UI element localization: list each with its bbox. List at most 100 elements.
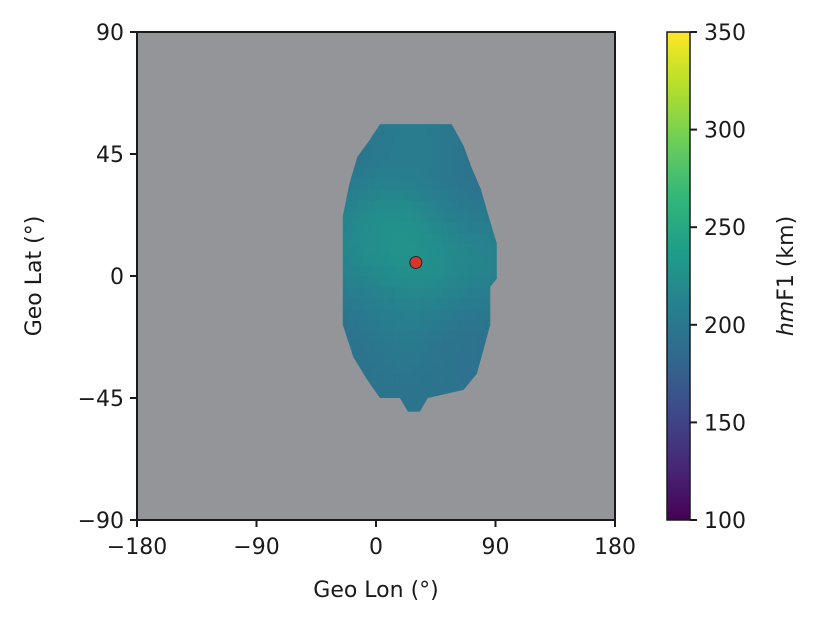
field-cell <box>458 319 465 331</box>
field-cell <box>447 286 454 299</box>
field-cell <box>405 308 412 320</box>
field-cell <box>405 330 412 342</box>
field-cell <box>447 362 454 375</box>
field-cell <box>468 167 475 179</box>
field-cell <box>468 232 475 244</box>
field-cell <box>389 265 396 277</box>
field-cell <box>437 308 443 320</box>
y-axis-title: Geo Lat (°) <box>22 216 47 337</box>
field-cell <box>346 276 353 288</box>
field-cell <box>384 178 390 190</box>
field-cell <box>421 341 427 353</box>
field-cell <box>442 145 449 158</box>
field-cell <box>421 200 427 212</box>
field-cell <box>479 276 486 288</box>
field-cell <box>405 297 412 310</box>
field-cell <box>431 265 438 277</box>
field-cell <box>474 330 481 342</box>
field-cell <box>394 286 401 299</box>
field-cell <box>399 135 406 147</box>
field-cell <box>437 243 443 255</box>
field-cell <box>437 351 443 364</box>
field-cell <box>405 210 412 223</box>
field-cell <box>447 200 454 212</box>
field-cell <box>342 319 348 331</box>
field-cell <box>421 395 427 407</box>
field-cell <box>373 254 380 266</box>
field-cell <box>447 384 454 396</box>
field-cell <box>437 124 443 136</box>
field-cell <box>458 167 465 179</box>
field-cell <box>490 232 497 244</box>
field-cell <box>399 200 406 212</box>
field-cell <box>394 308 401 320</box>
field-cell <box>378 384 385 396</box>
field-cell <box>479 221 486 234</box>
field-cell <box>342 308 348 320</box>
field-cell <box>384 308 390 320</box>
field-cell <box>389 167 396 179</box>
field-cell <box>479 341 486 353</box>
field-cell <box>362 286 369 299</box>
field-cell <box>357 297 364 310</box>
field-cell <box>442 373 449 385</box>
field-cell <box>442 200 449 212</box>
field-cell <box>458 178 465 190</box>
field-cell <box>453 200 459 212</box>
field-cell <box>474 210 481 223</box>
field-cell <box>447 156 454 169</box>
field-cell <box>447 265 454 277</box>
y-tick-label: 45 <box>96 143 124 168</box>
field-cell <box>378 330 385 342</box>
field-cell <box>453 145 459 158</box>
field-cell <box>394 254 401 266</box>
field-cell <box>378 286 385 299</box>
field-cell <box>368 189 374 201</box>
field-cell <box>490 243 497 255</box>
field-cell <box>474 200 481 212</box>
field-cell <box>362 178 369 190</box>
field-cell <box>447 319 454 331</box>
field-cell <box>463 297 470 310</box>
field-cell <box>447 167 454 179</box>
field-cell <box>378 145 385 158</box>
field-cell <box>484 243 491 255</box>
field-cell <box>431 319 438 331</box>
field-cell <box>431 243 438 255</box>
field-cell <box>362 145 369 158</box>
field-cell <box>394 351 401 364</box>
field-cell <box>447 124 454 136</box>
field-cell <box>453 351 459 364</box>
field-cell <box>442 297 449 310</box>
field-cell <box>378 351 385 364</box>
field-cell <box>437 124 443 125</box>
field-cell <box>384 189 390 201</box>
field-cell <box>378 135 385 147</box>
field-cell <box>373 384 380 396</box>
field-cell <box>384 341 390 353</box>
field-cell <box>437 178 443 190</box>
field-cell <box>389 373 396 385</box>
y-tick-label: −45 <box>78 387 124 412</box>
field-cell <box>410 286 417 299</box>
field-cell <box>399 124 406 125</box>
field-cell <box>384 373 390 385</box>
field-cell <box>352 200 358 212</box>
field-cell <box>421 351 427 364</box>
field-cell <box>362 221 369 234</box>
field-cell <box>389 145 396 158</box>
field-cell <box>421 265 427 277</box>
field-cell <box>357 362 364 375</box>
field-cell <box>378 308 385 320</box>
field-cell <box>346 243 353 255</box>
field-cell <box>384 200 390 212</box>
field-cell <box>357 189 364 201</box>
field-cell <box>421 297 427 310</box>
y-tick-label: 0 <box>110 265 124 290</box>
field-cell <box>468 297 475 310</box>
field-cell <box>346 221 353 234</box>
field-cell <box>474 286 481 299</box>
field-cell <box>479 254 486 266</box>
field-cell <box>474 362 481 375</box>
field-cell <box>384 351 390 364</box>
